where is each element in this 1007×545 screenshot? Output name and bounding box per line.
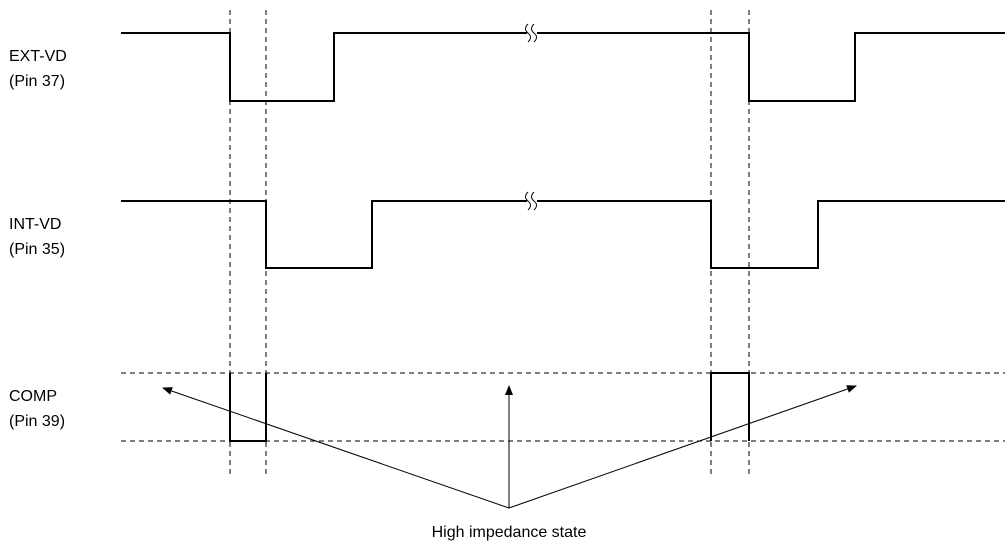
high-impedance-label: High impedance state — [432, 524, 587, 541]
comp-label: COMP — [9, 388, 57, 405]
ext-vd-pin-label: (Pin 37) — [9, 73, 65, 90]
int-vd-waveform — [121, 200, 1005, 269]
int-vd-pin-label: (Pin 35) — [9, 241, 65, 258]
int-vd-break-symbol — [525, 191, 537, 211]
comp-level-guides — [121, 372, 1005, 442]
ext-vd-label: EXT-VD — [9, 48, 67, 65]
arrow-right — [508, 385, 857, 509]
ext-vd-waveform — [121, 32, 1005, 102]
ext-vd-break-symbol — [525, 23, 537, 43]
arrow-left — [162, 387, 510, 509]
annotation-arrows — [162, 385, 857, 509]
int-vd-label: INT-VD — [9, 216, 61, 233]
comp-pulse-1 — [229, 373, 267, 442]
comp-pulse-2 — [710, 372, 750, 441]
comp-pin-label: (Pin 39) — [9, 413, 65, 430]
vertical-timing-guides — [229, 10, 750, 478]
